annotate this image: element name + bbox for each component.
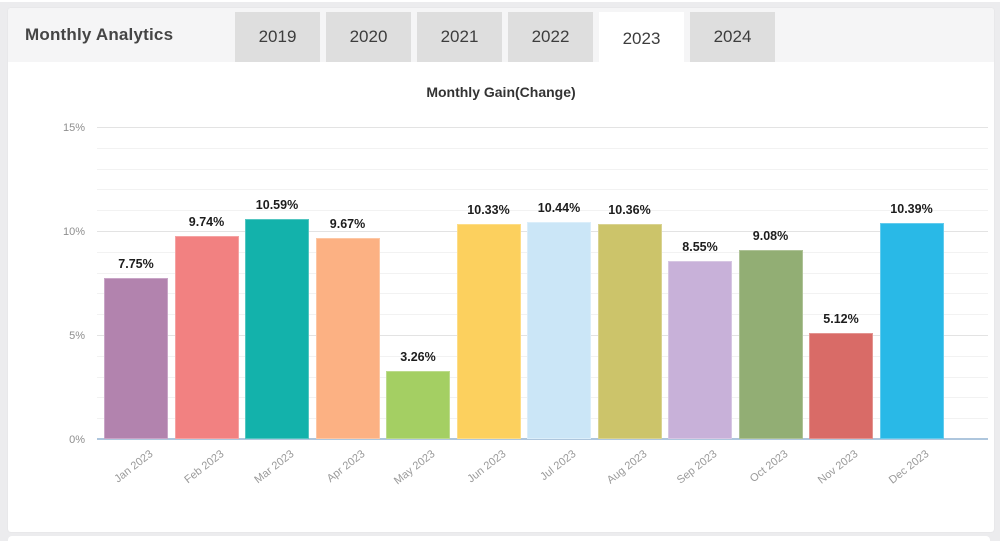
bar-dec-2023[interactable] — [879, 222, 944, 439]
x-axis-tick-label: Feb 2023 — [181, 448, 226, 487]
gridline — [97, 168, 988, 170]
bar-may-2023[interactable] — [386, 371, 450, 439]
bar-value-label: 10.44% — [537, 200, 581, 215]
bar-jun-2023[interactable] — [456, 224, 521, 439]
bar-value-label: 3.26% — [400, 350, 436, 365]
bar-jan-2023[interactable] — [104, 277, 168, 439]
bar-apr-2023[interactable] — [315, 237, 380, 439]
monthly-analytics-card: Monthly Analytics 2019 2020 2021 2022 2023 20… — [8, 8, 994, 532]
x-axis-tick-label: Aug 2023 — [604, 448, 649, 487]
x-axis-tick-label: Oct 2023 — [747, 448, 790, 485]
tab-2020[interactable]: 2020 — [326, 12, 411, 62]
bar-aug-2023[interactable] — [597, 223, 662, 439]
y-axis-tick-label: 10% — [62, 226, 85, 238]
bar-value-label: 7.75% — [118, 256, 154, 271]
bar-value-label: 10.33% — [467, 203, 510, 218]
y-axis-tick-label: 5% — [69, 330, 85, 342]
bar-nov-2023[interactable] — [809, 332, 873, 439]
plot-area: 0% 5% 10% 15% 7.75% 9.74% 10.59% 9.67% 3.26% 10.… — [63, 120, 988, 487]
bar-oct-2023[interactable] — [738, 250, 803, 439]
gridline — [97, 147, 988, 149]
bar-value-label: 9.67% — [329, 216, 366, 231]
bar-sep-2023[interactable] — [668, 261, 732, 439]
tab-2023[interactable]: 2023 — [599, 12, 684, 66]
x-axis-tick-label: Apr 2023 — [324, 448, 367, 485]
x-axis-tick-label: Mar 2023 — [252, 448, 297, 487]
bar-feb-2023[interactable] — [174, 236, 239, 439]
x-axis-tick-label: Jun 2023 — [464, 448, 508, 486]
x-axis-tick-label: May 2023 — [391, 448, 438, 488]
next-card-top — [8, 536, 990, 541]
zero-axis-line — [97, 438, 988, 440]
x-axis-tick-label: Sep 2023 — [674, 448, 720, 487]
chart-title: Monthly Gain(Change) — [426, 84, 576, 100]
gridline — [97, 210, 988, 212]
bar-value-label: 10.59% — [255, 197, 299, 212]
bar-mar-2023[interactable] — [245, 218, 309, 439]
tab-2024[interactable]: 2024 — [690, 12, 775, 62]
x-axis-tick-label: Jan 2023 — [112, 448, 156, 486]
bar-value-label: 10.36% — [608, 202, 651, 217]
x-axis-tick-label: Nov 2023 — [815, 448, 861, 487]
year-tabs: 2019 2020 2021 2022 2023 2024 — [235, 12, 781, 66]
bar-value-label: 5.12% — [823, 311, 859, 326]
bar-value-label: 9.08% — [752, 229, 789, 244]
page-title: Monthly Analytics — [25, 25, 174, 44]
x-axis-tick-label: Jul 2023 — [538, 448, 579, 484]
y-axis-tick-label: 0% — [69, 434, 85, 446]
bar-value-label: 9.74% — [188, 215, 225, 230]
gridline — [97, 189, 988, 191]
bar-value-label: 10.39% — [890, 201, 933, 216]
gridline — [97, 127, 988, 128]
tab-2021[interactable]: 2021 — [417, 12, 502, 62]
tab-2019[interactable]: 2019 — [235, 12, 320, 62]
bar-value-label: 8.55% — [682, 240, 718, 255]
x-axis-tick-label: Dec 2023 — [886, 448, 931, 487]
header-bar: Monthly Analytics 2019 2020 2021 2022 2023 20… — [8, 8, 994, 66]
y-axis-tick-label: 15% — [62, 122, 85, 134]
bar-jul-2023[interactable] — [527, 221, 591, 439]
tab-2022[interactable]: 2022 — [508, 12, 593, 62]
page-top-edge — [0, 0, 1000, 2]
